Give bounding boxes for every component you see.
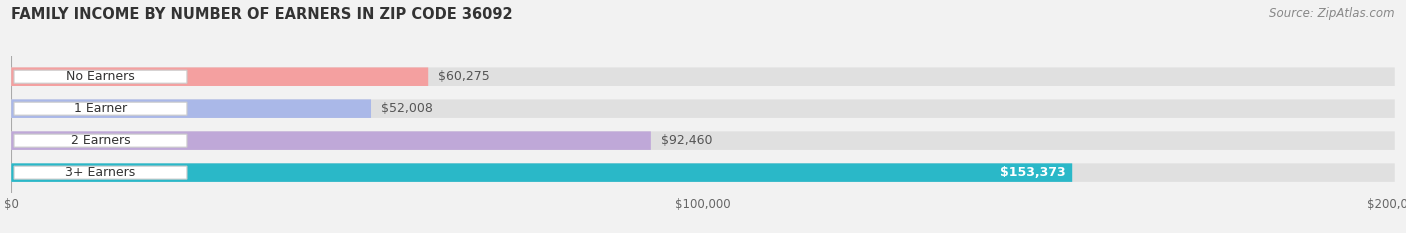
FancyBboxPatch shape <box>14 70 187 83</box>
Text: FAMILY INCOME BY NUMBER OF EARNERS IN ZIP CODE 36092: FAMILY INCOME BY NUMBER OF EARNERS IN ZI… <box>11 7 513 22</box>
Text: No Earners: No Earners <box>66 70 135 83</box>
FancyBboxPatch shape <box>14 166 187 179</box>
FancyBboxPatch shape <box>14 134 187 147</box>
Text: 3+ Earners: 3+ Earners <box>65 166 135 179</box>
FancyBboxPatch shape <box>11 131 1395 150</box>
FancyBboxPatch shape <box>11 67 429 86</box>
FancyBboxPatch shape <box>14 102 187 115</box>
Text: $60,275: $60,275 <box>437 70 489 83</box>
Text: $153,373: $153,373 <box>1000 166 1066 179</box>
FancyBboxPatch shape <box>11 67 1395 86</box>
Text: Source: ZipAtlas.com: Source: ZipAtlas.com <box>1270 7 1395 20</box>
Text: 1 Earner: 1 Earner <box>75 102 127 115</box>
Text: $52,008: $52,008 <box>381 102 433 115</box>
Text: $92,460: $92,460 <box>661 134 711 147</box>
FancyBboxPatch shape <box>11 163 1073 182</box>
FancyBboxPatch shape <box>11 131 651 150</box>
FancyBboxPatch shape <box>11 99 1395 118</box>
FancyBboxPatch shape <box>11 163 1395 182</box>
FancyBboxPatch shape <box>11 99 371 118</box>
Text: 2 Earners: 2 Earners <box>70 134 131 147</box>
